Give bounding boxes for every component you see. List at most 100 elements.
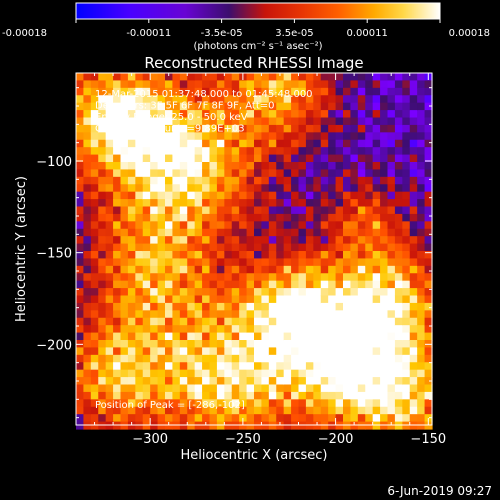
heatmap-cell [305, 399, 314, 408]
heatmap-cell [343, 213, 352, 222]
heatmap-cell [202, 199, 211, 208]
heatmap-cell [394, 288, 403, 297]
heatmap-cell [172, 80, 181, 89]
heatmap-cell [239, 369, 248, 378]
heatmap-cell [283, 280, 292, 289]
heatmap-cell [224, 347, 233, 356]
heatmap-cell [387, 191, 396, 200]
heatmap-cell [261, 110, 270, 119]
heatmap-cell [357, 199, 366, 208]
heatmap-cell [394, 199, 403, 208]
heatmap-cell [142, 199, 151, 208]
heatmap-cell [127, 147, 136, 156]
heatmap-cell [409, 414, 418, 423]
heatmap-cell [276, 288, 285, 297]
heatmap-cell [409, 310, 418, 319]
heatmap-chart: Reconstructed RHESSI Image−300 −250 −200 −1… [14, 54, 446, 463]
heatmap-cell [328, 102, 337, 111]
heatmap-cell [239, 117, 248, 126]
heatmap-cell [268, 340, 277, 349]
heatmap-cell [179, 332, 188, 341]
heatmap-cell [268, 251, 277, 260]
heatmap-cell [172, 377, 181, 386]
heatmap-cell [83, 295, 92, 304]
heatmap-cell [224, 184, 233, 193]
heatmap-cell [120, 110, 129, 119]
heatmap-cell [365, 154, 374, 163]
heatmap-cell [231, 110, 240, 119]
heatmap-cell [298, 332, 307, 341]
heatmap-cell [187, 310, 196, 319]
heatmap-cell [157, 251, 166, 260]
heatmap-cell [76, 87, 85, 96]
heatmap-cell [402, 325, 411, 334]
heatmap-cell [417, 228, 426, 237]
heatmap-cell [313, 147, 322, 156]
heatmap-cell [291, 184, 300, 193]
heatmap-cell [402, 162, 411, 171]
heatmap-cell [380, 347, 389, 356]
heatmap-cell [387, 310, 396, 319]
heatmap-cell [120, 317, 129, 326]
heatmap-cell [357, 325, 366, 334]
heatmap-cell [305, 95, 314, 104]
heatmap-cell [209, 139, 218, 148]
heatmap-cell [394, 280, 403, 289]
heatmap-cell [380, 221, 389, 230]
heatmap-cell [150, 414, 159, 423]
heatmap-cell [179, 221, 188, 230]
heatmap-cell [305, 280, 314, 289]
heatmap-cell [402, 310, 411, 319]
heatmap-cell [387, 102, 396, 111]
heatmap-cell [387, 162, 396, 171]
heatmap-cell [209, 265, 218, 274]
heatmap-cell [142, 102, 151, 111]
heatmap-cell [387, 124, 396, 133]
heatmap-cell [305, 384, 314, 393]
heatmap-cell [394, 384, 403, 393]
heatmap-cell [254, 117, 263, 126]
heatmap-cell [172, 354, 181, 363]
heatmap-cell [83, 139, 92, 148]
heatmap-cell [305, 325, 314, 334]
heatmap-cell [142, 317, 151, 326]
heatmap-cell [261, 147, 270, 156]
heatmap-cell [254, 354, 263, 363]
heatmap-cell [417, 369, 426, 378]
heatmap-cell [246, 147, 255, 156]
heatmap-cell [291, 273, 300, 282]
heatmap-cell [105, 95, 114, 104]
heatmap-cell [357, 280, 366, 289]
heatmap-cell [135, 243, 144, 252]
heatmap-cell [231, 295, 240, 304]
heatmap-cell [150, 110, 159, 119]
heatmap-cell [90, 80, 99, 89]
heatmap-cell [224, 265, 233, 274]
heatmap-cell [76, 95, 85, 104]
heatmap-cell [276, 80, 285, 89]
heatmap-cell [113, 236, 122, 245]
heatmap-cell [105, 406, 114, 415]
heatmap-cell [105, 206, 114, 215]
heatmap-cell [209, 280, 218, 289]
heatmap-cell [224, 288, 233, 297]
heatmap-cell [209, 354, 218, 363]
heatmap-cell [202, 243, 211, 252]
heatmap-cell [150, 206, 159, 215]
heatmap-cell [283, 95, 292, 104]
heatmap-cell [187, 124, 196, 133]
heatmap-cell [409, 124, 418, 133]
heatmap-cell [335, 95, 344, 104]
heatmap-cell [127, 176, 136, 185]
heatmap-cell [372, 273, 381, 282]
heatmap-cell [157, 414, 166, 423]
heatmap-cell [120, 206, 129, 215]
heatmap-cell [120, 213, 129, 222]
heatmap-cell [202, 354, 211, 363]
heatmap-cell [357, 347, 366, 356]
heatmap-cell [202, 347, 211, 356]
heatmap-cell [387, 236, 396, 245]
heatmap-cell [409, 80, 418, 89]
heatmap-cell [254, 87, 263, 96]
heatmap-cell [90, 87, 99, 96]
